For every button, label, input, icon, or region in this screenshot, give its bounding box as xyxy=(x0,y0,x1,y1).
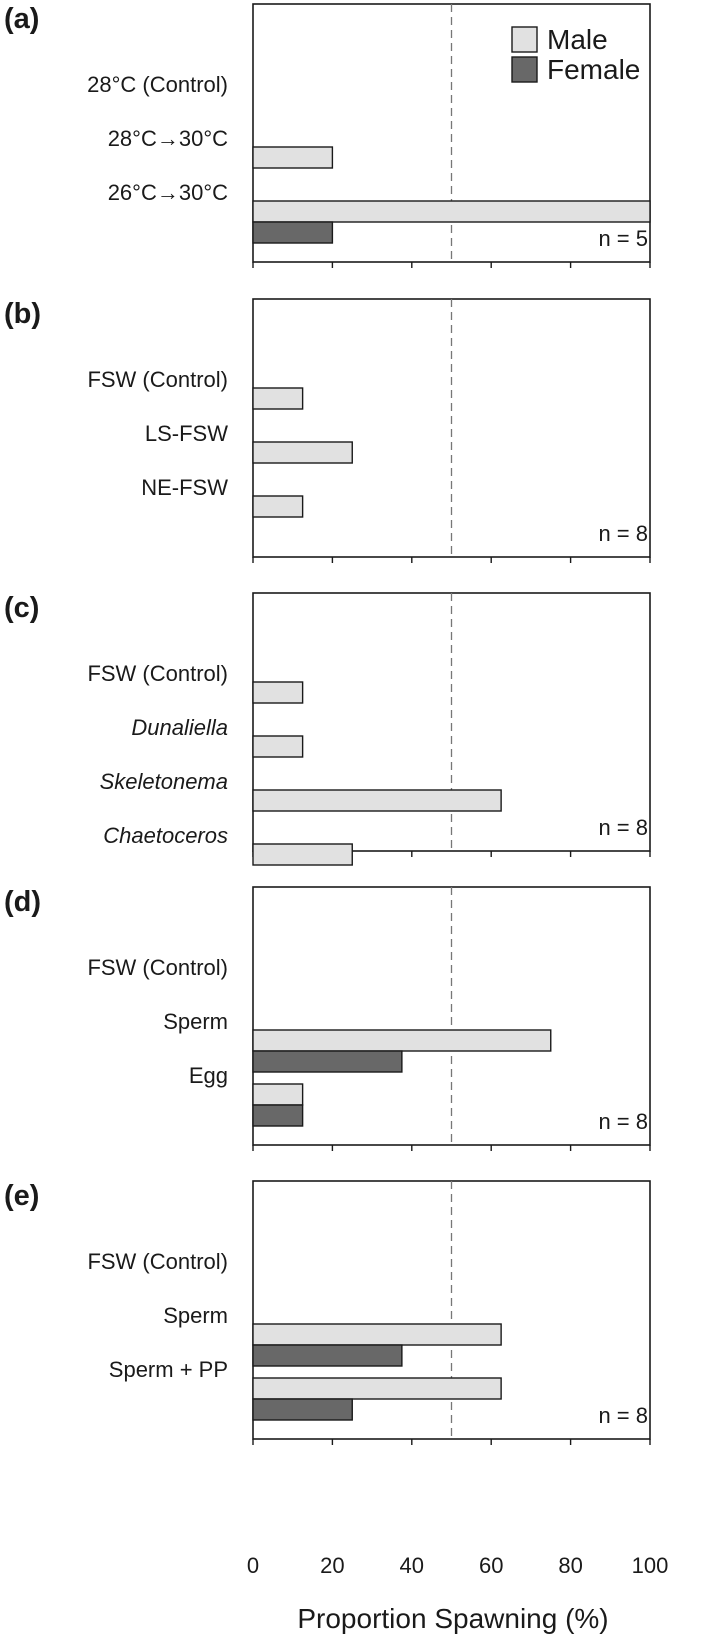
category-label: NE-FSW xyxy=(141,475,228,500)
n-label: n = 8 xyxy=(598,815,648,840)
n-label: n = 8 xyxy=(598,521,648,546)
x-tick-label: 0 xyxy=(247,1553,259,1578)
panel-letter: (e) xyxy=(4,1180,39,1212)
category-label: Sperm xyxy=(163,1009,228,1034)
x-tick-label: 20 xyxy=(320,1553,344,1578)
x-tick-label: 80 xyxy=(558,1553,582,1578)
legend-swatch-female xyxy=(511,56,538,83)
bar-male xyxy=(252,1377,502,1400)
category-label: FSW (Control) xyxy=(87,661,228,686)
category-label: Dunaliella xyxy=(131,715,228,740)
x-tick-label: 60 xyxy=(479,1553,503,1578)
bar-female xyxy=(252,1344,403,1367)
category-label: 26°C→30°C xyxy=(108,180,228,205)
category-label: FSW (Control) xyxy=(87,955,228,980)
legend-swatch-male xyxy=(511,26,538,53)
bar-female xyxy=(252,1398,353,1421)
legend-label-female: Female xyxy=(547,54,640,85)
n-label: n = 8 xyxy=(598,1109,648,1134)
bar-male xyxy=(252,387,304,410)
category-label: FSW (Control) xyxy=(87,1249,228,1274)
x-tick-label: 100 xyxy=(632,1553,669,1578)
bar-female xyxy=(252,1104,304,1127)
bar-male xyxy=(252,200,651,223)
bar-male xyxy=(252,1323,502,1346)
x-axis-title: Proportion Spawning (%) xyxy=(297,1603,608,1634)
panel-letter: (a) xyxy=(4,3,39,35)
panel-letter: (b) xyxy=(4,298,41,330)
bar-male xyxy=(252,681,304,704)
bar-male xyxy=(252,735,304,758)
category-label: LS-FSW xyxy=(145,421,228,446)
category-label: Egg xyxy=(189,1063,228,1088)
category-label: Skeletonema xyxy=(100,769,228,794)
bar-female xyxy=(252,1050,403,1073)
bar-male xyxy=(252,146,334,169)
bar-male xyxy=(252,843,353,866)
category-label: Sperm xyxy=(163,1303,228,1328)
legend-label-male: Male xyxy=(547,24,608,55)
category-label: Chaetoceros xyxy=(103,823,228,848)
category-label: Sperm + PP xyxy=(109,1357,228,1382)
bar-male xyxy=(252,495,304,518)
bar-male xyxy=(252,1083,304,1106)
n-label: n = 5 xyxy=(598,226,648,251)
panel-letter: (d) xyxy=(4,886,41,918)
bar-male xyxy=(252,789,502,812)
category-label: 28°C→30°C xyxy=(108,126,228,151)
bar-male xyxy=(252,1029,552,1052)
x-tick-label: 40 xyxy=(400,1553,424,1578)
panel-letter: (c) xyxy=(4,592,39,624)
bar-female xyxy=(252,221,334,244)
panel-frame xyxy=(252,592,651,852)
n-label: n = 8 xyxy=(598,1403,648,1428)
category-label: FSW (Control) xyxy=(87,367,228,392)
panel-frame xyxy=(252,298,651,558)
bar-male xyxy=(252,441,353,464)
panel-frame xyxy=(252,886,651,1146)
category-label: 28°C (Control) xyxy=(87,72,228,97)
